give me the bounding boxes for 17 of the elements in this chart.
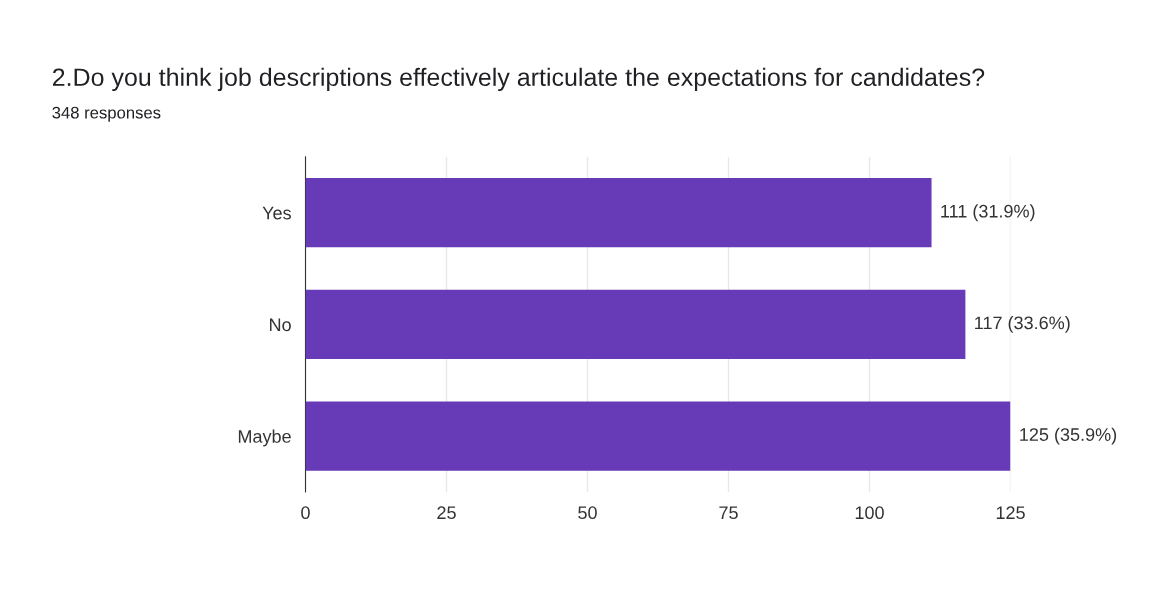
bar xyxy=(305,401,1011,471)
x-tick-label: 100 xyxy=(855,506,884,520)
y-tick-label: Yes xyxy=(262,206,291,220)
text: 348 responses xyxy=(52,106,161,122)
x-tick-label: 75 xyxy=(719,506,738,520)
data-label: 117 (33.6%) xyxy=(975,316,1070,333)
bar xyxy=(305,289,966,360)
bar xyxy=(305,178,932,248)
x-tick-label: 125 xyxy=(996,506,1025,520)
x-tick-label: 25 xyxy=(437,506,456,520)
x-tick-label: 50 xyxy=(578,506,597,520)
y-tick-label: No xyxy=(270,318,291,332)
chart-title: 2.Do you think job descriptions effectively articulate the expectations for candidates? xyxy=(52,67,985,92)
data-label: 111 (31.9%) xyxy=(941,204,1035,222)
x-tick-label: 0 xyxy=(301,506,310,520)
data-label: 125 (35.9%) xyxy=(1020,427,1117,445)
y-tick-label: Maybe xyxy=(238,429,291,447)
